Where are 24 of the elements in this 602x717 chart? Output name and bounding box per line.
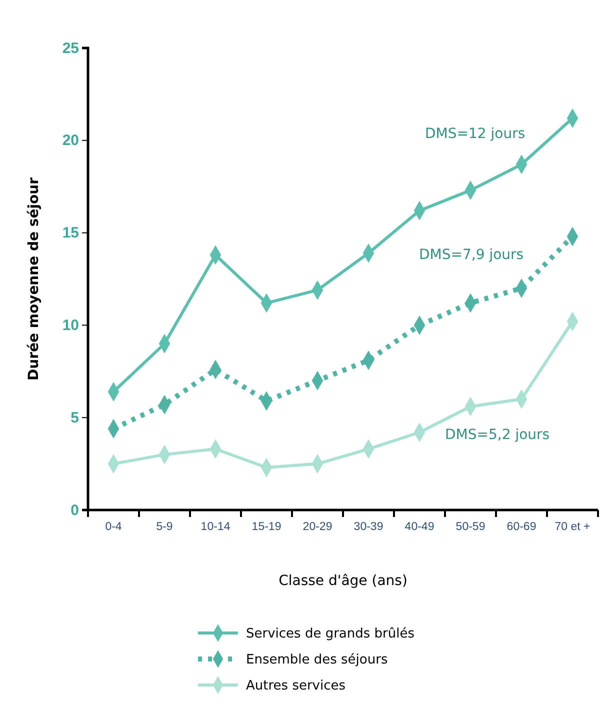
x-tick-label: 60-69 — [506, 521, 536, 534]
x-tick-label: 40-49 — [404, 521, 434, 534]
x-tick-label: 15-19 — [252, 521, 282, 534]
legend-label: Autres services — [246, 678, 346, 694]
legend-label: Services de grands brûlés — [246, 626, 415, 642]
x-tick-label: 50-59 — [456, 521, 486, 534]
x-tick-label: 0-4 — [105, 521, 122, 534]
y-tick-label: 0 — [70, 502, 79, 519]
y-tick-label: 15 — [62, 224, 79, 242]
y-tick-label: 10 — [62, 317, 79, 334]
y-axis-title: Durée moyenne de séjour — [26, 177, 42, 380]
x-tick-label: 30-39 — [354, 521, 384, 534]
x-tick-label: 10-14 — [200, 521, 231, 534]
legend-label: Ensemble des séjours — [246, 652, 388, 668]
y-tick-label: 25 — [62, 40, 79, 57]
x-tick-label: 70 et + — [554, 521, 591, 534]
annotation: DMS=12 jours — [425, 126, 526, 142]
x-axis-title: Classe d'âge (ans) — [278, 573, 408, 589]
y-tick-label: 20 — [62, 132, 79, 150]
annotation: DMS=7,9 jours — [419, 246, 524, 263]
x-tick-label: 20-29 — [302, 521, 332, 534]
y-tick-label: 5 — [70, 409, 79, 426]
x-tick-label: 5-9 — [156, 521, 173, 534]
annotation: DMS=5,2 jours — [445, 426, 550, 443]
